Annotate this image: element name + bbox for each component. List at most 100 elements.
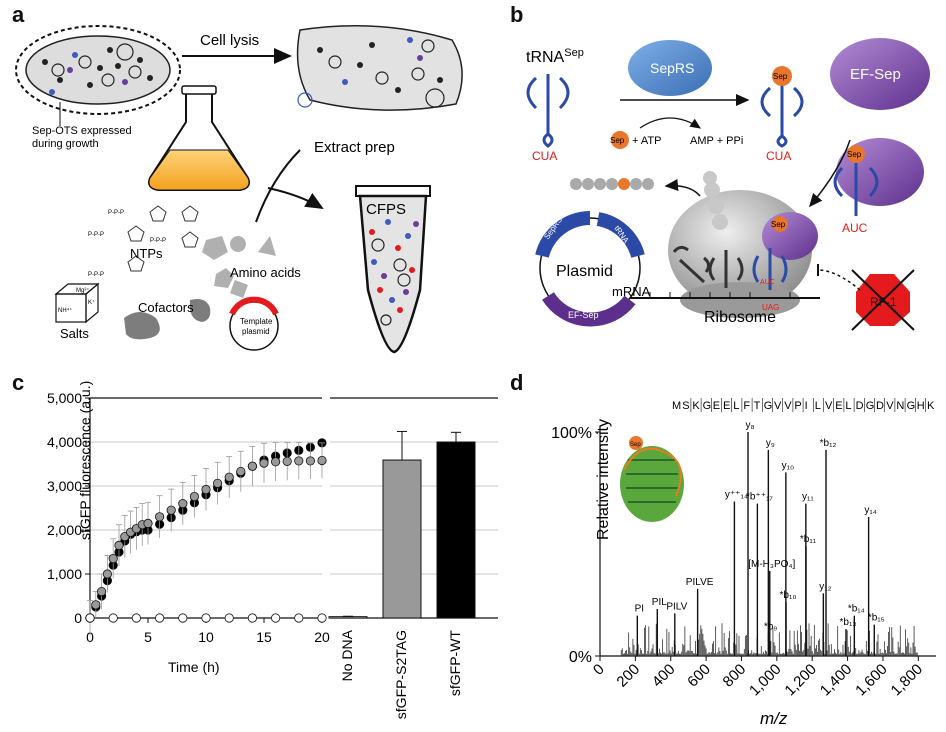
ytick-label: 0% xyxy=(569,649,592,666)
amino-acid-shapes xyxy=(202,236,276,298)
sequence-residue: I xyxy=(805,400,808,412)
peak-label: *b₁₄ xyxy=(848,604,865,615)
data-point xyxy=(155,613,165,623)
ytick-label: 4,000 xyxy=(47,434,82,450)
cell-outline xyxy=(15,25,181,115)
anticodon-cua-1: CUA xyxy=(532,149,557,163)
panel-c: 0 1,000 2,000 3,000 4,000 5,000 0 5 10 15 20 No D… xyxy=(47,381,498,719)
peak-label: y₁₂ xyxy=(819,581,831,592)
amino-acids-label: Amino acids xyxy=(230,265,301,280)
sequence-residue: D xyxy=(856,400,864,412)
peak-label: PI xyxy=(635,604,644,615)
bar-0 xyxy=(328,616,368,619)
ntp-ppp-2: P-P-P xyxy=(150,238,166,244)
data-point xyxy=(236,466,246,477)
seprs-label: SepRS xyxy=(650,60,694,76)
data-point xyxy=(85,613,95,623)
sep-ots-line1: Sep-OTS expressed xyxy=(32,125,132,137)
panel-c-series xyxy=(85,438,327,636)
data-point xyxy=(294,613,304,623)
data-point xyxy=(213,478,223,488)
cfps-label: CFPS xyxy=(366,201,406,218)
xtick-label: 1,000 xyxy=(746,661,785,700)
cofactor-shape-1 xyxy=(124,312,160,340)
charged-trna-icon xyxy=(760,84,804,148)
panel-c-ytick-labels: 0 1,000 2,000 3,000 4,000 5,000 xyxy=(47,390,82,626)
ef-sep-protein xyxy=(830,38,930,110)
xtick-label: 1,200 xyxy=(781,661,820,700)
ntp-ppp-3: P-P-P xyxy=(88,232,104,238)
sequence-residue: E xyxy=(835,400,842,412)
peptide-chain xyxy=(570,178,654,190)
ntp-ppp-4: P-P-P xyxy=(88,272,104,278)
sep-atp-residue: Sep xyxy=(610,136,625,145)
peak-label: y₁₄ xyxy=(864,505,876,516)
salts-label: Salts xyxy=(60,326,89,341)
data-point xyxy=(317,455,327,466)
sep-ternary-label: Sep xyxy=(847,150,862,159)
ytick-label: 3,000 xyxy=(47,478,82,494)
sequence-residue: F xyxy=(743,400,750,412)
cell-contents xyxy=(42,43,153,95)
data-point xyxy=(294,456,304,466)
sequence-residue: G xyxy=(907,400,916,412)
data-point xyxy=(270,457,281,467)
data-point xyxy=(305,456,315,466)
xtick-label: 800 xyxy=(720,661,750,691)
ef-sep-label: EF-Sep xyxy=(850,66,901,83)
peak-label: PILV xyxy=(666,601,687,612)
peak-label: *b₁₁ xyxy=(800,534,817,545)
sequence-residue: E xyxy=(723,400,730,412)
sep-ots-line2: during growth xyxy=(32,138,99,150)
sequence-residue: V xyxy=(784,400,792,412)
xtick-label: 1,400 xyxy=(817,661,856,700)
bar-1 xyxy=(382,459,422,619)
sequence-residue: G xyxy=(764,400,773,412)
sequence-residue: S xyxy=(682,400,689,412)
seprs-enzyme xyxy=(628,40,712,96)
data-point xyxy=(178,498,188,509)
salts-cube-icon xyxy=(54,282,100,324)
plasmid-map xyxy=(535,211,645,327)
data-point xyxy=(224,472,234,482)
data-point xyxy=(270,613,281,623)
panel-c-xtick-labels: 0 5 10 15 20 xyxy=(86,629,330,645)
peak-label: *b₉ xyxy=(764,622,777,633)
xtick-label: 1,800 xyxy=(888,661,927,700)
salt-k: K⁺ xyxy=(88,299,95,306)
data-point xyxy=(108,553,118,564)
panel-d-peak-labels: PI PIL PILV PILVE y₈ y₉ y₁₀ y₁₁ y₁₂ y₁₄ y⁺⁺₁₄ *b₁₂ *… xyxy=(635,420,885,633)
peak-label: PILVE xyxy=(686,577,714,588)
sequence-residue: L xyxy=(733,400,739,412)
peak-label: *b⁺⁺₁₇ xyxy=(746,492,773,503)
xtick-label: 5 xyxy=(144,629,152,645)
data-point xyxy=(155,512,165,522)
peak-label: y₉ xyxy=(766,438,775,449)
data-point xyxy=(178,613,188,623)
trna-icon xyxy=(526,74,570,148)
xtick-label: 200 xyxy=(613,661,643,691)
sep-charged-label: Sep xyxy=(773,72,788,81)
trna-sep-label: tRNASep xyxy=(526,47,584,66)
data-point xyxy=(91,600,101,610)
data-point xyxy=(317,613,327,623)
cell-lysis-label: Cell lysis xyxy=(200,32,259,49)
panel-c-xlabel: Time (h) xyxy=(168,659,220,675)
sequence-residue: G xyxy=(703,400,712,412)
ytick-label: 2,000 xyxy=(47,522,82,538)
gfp-structure-icon: Sep xyxy=(620,436,684,522)
xtick-label: 600 xyxy=(684,661,714,691)
data-point xyxy=(201,613,211,623)
ytick-label: 100% xyxy=(551,425,592,442)
plasmid-efsep: EF-Sep xyxy=(568,310,599,320)
panel-label-a: a xyxy=(12,2,25,27)
sequence-residue: L xyxy=(845,400,851,412)
anticodon-auc-2: AUC xyxy=(760,279,775,286)
sequence-residue: D xyxy=(876,400,884,412)
panel-label-c: c xyxy=(12,370,25,395)
sequence-residue: N xyxy=(896,400,904,412)
peak-label: *b₁₅ xyxy=(868,613,885,624)
peak-label: *b₁₃ xyxy=(840,617,857,628)
sequence-residue: G xyxy=(866,400,875,412)
